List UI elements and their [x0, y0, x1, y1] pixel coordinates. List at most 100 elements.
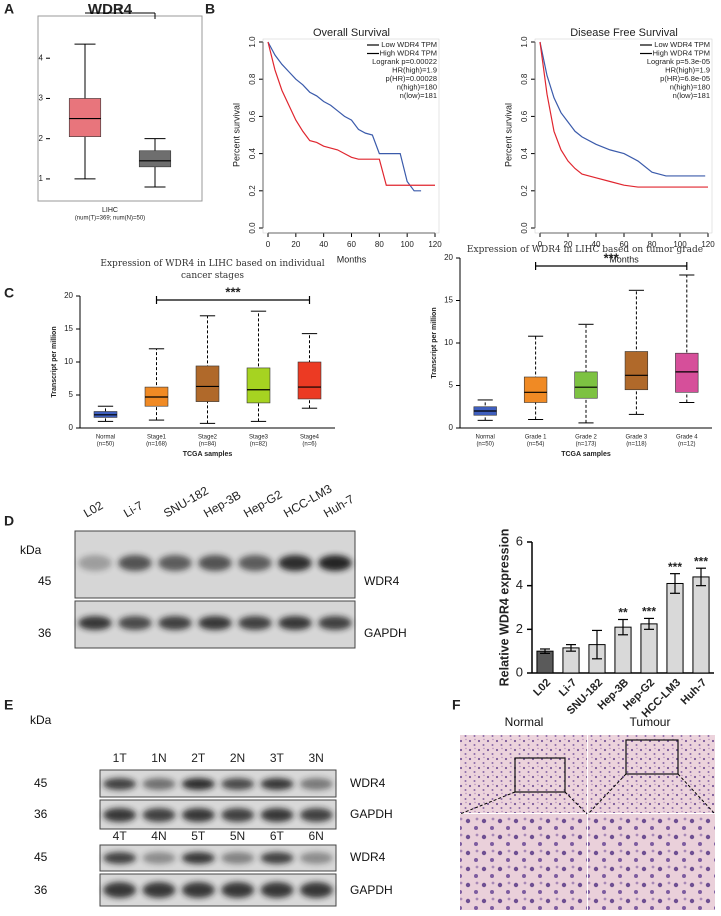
- blot-unit: kDa: [20, 543, 42, 557]
- legend-label: Low WDR4 TPM: [381, 40, 437, 49]
- blot-band: [278, 555, 312, 571]
- blot-protein: GAPDH: [350, 883, 393, 897]
- blot-band: [181, 808, 215, 822]
- blot-strip: [99, 844, 337, 872]
- y-tick-label: 15: [64, 324, 73, 333]
- panel-letter: E: [4, 697, 13, 713]
- legend-label: High WDR4 TPM: [653, 48, 710, 57]
- y-tick-label: 0.8: [248, 73, 257, 85]
- lane-label: 2N: [230, 751, 245, 765]
- y-tick-label: 0.6: [520, 110, 529, 122]
- x-tick-label: Stage1: [147, 435, 167, 441]
- legend-stat: p(HR)=6.8e-05: [660, 74, 710, 83]
- legend-stat: HR(high)=1.9: [392, 65, 437, 74]
- lane-label: 6N: [308, 829, 323, 843]
- survival-curve: [539, 41, 706, 177]
- blot-protein: GAPDH: [364, 626, 407, 640]
- blot-band: [198, 616, 232, 630]
- blot-band: [299, 882, 333, 898]
- blot-band: [299, 778, 333, 790]
- legend-stat: Logrank p=0.00022: [372, 57, 437, 66]
- plot-box: [534, 38, 713, 234]
- x-tick-label: 60: [620, 240, 629, 249]
- blot-band: [142, 882, 176, 898]
- y-tick-label: 3: [39, 94, 44, 103]
- x-tick-label: 120: [428, 240, 442, 249]
- lane-label: 3T: [270, 751, 285, 765]
- x-tick-label: 100: [400, 240, 414, 249]
- blot-band: [198, 555, 232, 571]
- legend-label: Low WDR4 TPM: [654, 40, 710, 49]
- blot-band: [103, 808, 137, 822]
- blot-band: [221, 882, 255, 898]
- chart-title-box: Expression of WDR4 in LIHC based on indi…: [100, 259, 325, 281]
- x-tick-count: (n=54): [527, 442, 545, 448]
- x-tick-label: Li-7: [557, 677, 579, 699]
- blot-band: [238, 616, 272, 630]
- legend-label: High WDR4 TPM: [380, 48, 437, 57]
- lane-label: Hep-G2: [241, 487, 285, 520]
- blot-band: [118, 555, 152, 571]
- lane-label: L02: [81, 498, 106, 520]
- x-tick-label: Stage4: [300, 435, 320, 441]
- chart-title: Expression of WDR4 in LIHC based on tumo…: [466, 245, 704, 255]
- y-tick-label: 0.0: [520, 222, 529, 234]
- blot-band: [181, 778, 215, 790]
- blot-band: [118, 616, 152, 630]
- blot-band: [299, 852, 333, 864]
- legend-stat: n(low)=181: [673, 91, 710, 100]
- blot-size: 45: [38, 574, 52, 588]
- blot-unit: kDa: [30, 713, 52, 727]
- blot-band: [260, 808, 294, 822]
- y-tick-label: 2: [39, 134, 44, 143]
- panel-letter: B: [205, 1, 215, 17]
- x-tick-label: Grade 3: [626, 435, 648, 441]
- plot-frame: [37, 15, 203, 202]
- y-tick-label: 0.2: [520, 185, 529, 197]
- legend-stat: n(high)=180: [670, 82, 710, 91]
- significance-label: **: [618, 606, 628, 620]
- x-tick-count: (n=84): [199, 442, 217, 448]
- y-axis-label: Percent survival: [503, 103, 513, 167]
- x-tick-label: 40: [592, 240, 601, 249]
- x-tick-label: 0: [538, 240, 543, 249]
- blot-band: [221, 778, 255, 790]
- y-tick-label: 0.6: [248, 110, 257, 122]
- chart-title: Expression of WDR4 in LIHC based on indi…: [100, 259, 325, 281]
- x-tick-count: (n=50): [476, 442, 494, 448]
- blot-band: [260, 778, 294, 790]
- lane-label: 1N: [151, 751, 166, 765]
- chart-title-box: Expression of WDR4 in LIHC based on tumo…: [466, 245, 704, 255]
- y-axis-label: Relative WDR4 expression: [497, 529, 511, 687]
- blot-band: [181, 852, 215, 864]
- plot-box: [262, 38, 440, 234]
- y-tick-label: 0: [516, 664, 523, 679]
- blot-band: [142, 808, 176, 822]
- x-axis-label: Months: [609, 254, 639, 264]
- y-axis-label: Percent survival: [231, 103, 241, 167]
- x-tick-label: Grade 2: [575, 435, 597, 441]
- blot-band: [142, 852, 176, 864]
- blot-band: [238, 555, 272, 571]
- x-axis-label: TCGA samples: [183, 451, 233, 458]
- x-tick-label: 0: [266, 240, 271, 249]
- x-tick-label: L02: [531, 677, 553, 699]
- blot-size: 36: [34, 883, 48, 897]
- panel-letter: F: [452, 697, 461, 713]
- lane-label: 4T: [113, 829, 128, 843]
- y-tick-label: 10: [444, 338, 453, 347]
- x-tick-label: 40: [319, 240, 328, 249]
- significance-label: ***: [225, 284, 241, 299]
- box: [195, 365, 220, 402]
- ihc-image: [588, 814, 715, 910]
- ihc-label: Tumour: [630, 715, 671, 729]
- bar: [692, 576, 710, 674]
- x-tick-label: 100: [673, 240, 687, 249]
- blot-strip: [99, 799, 337, 830]
- x-axis-label: LIHC: [102, 207, 118, 214]
- y-tick-label: 0.4: [248, 147, 257, 159]
- x-tick-count: (n=50): [97, 442, 115, 448]
- blot-band: [158, 555, 192, 571]
- y-tick-label: 4: [516, 577, 523, 592]
